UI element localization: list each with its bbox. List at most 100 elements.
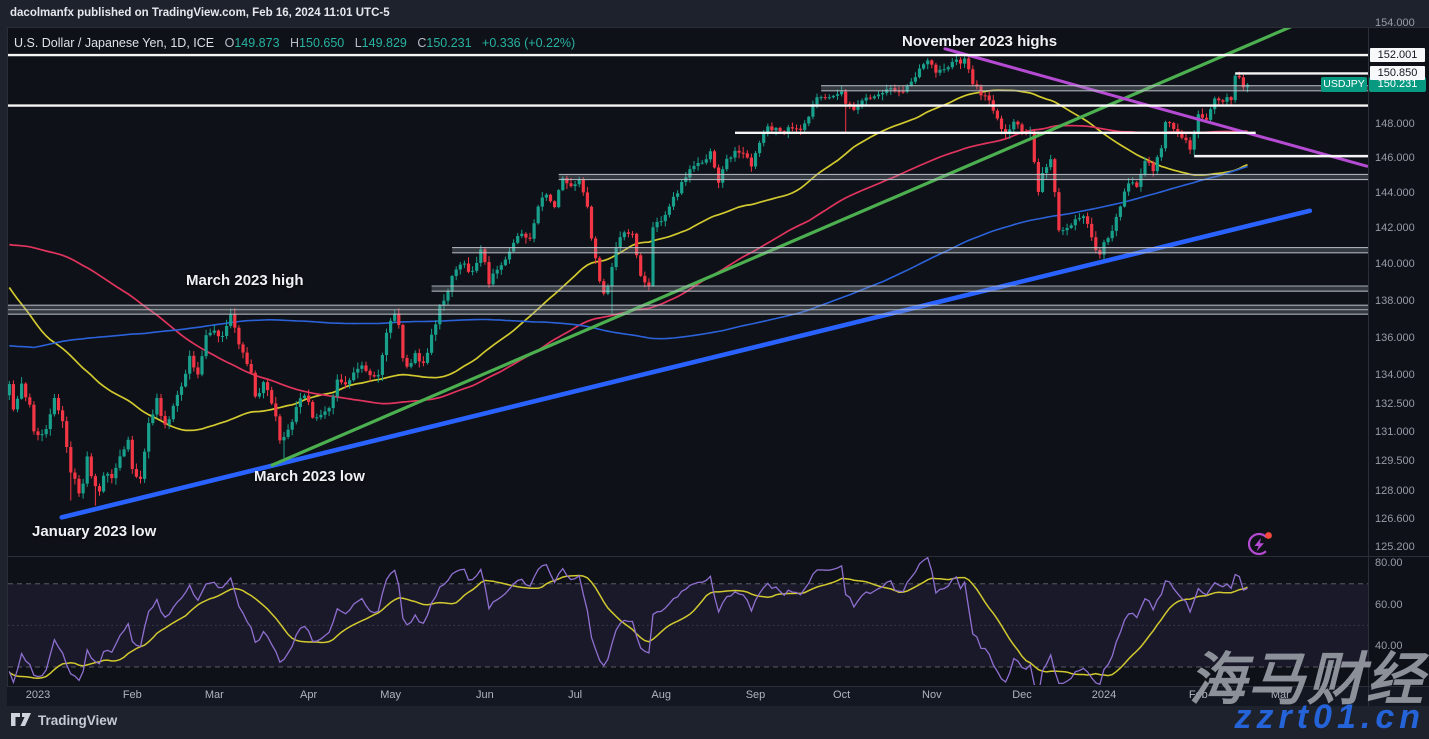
candle[interactable] [298,398,302,408]
candle[interactable] [1086,216,1090,224]
candle[interactable] [643,275,647,283]
candle[interactable] [1057,192,1061,231]
horizontal-level-137.45[interactable] [8,304,1368,315]
candle[interactable] [749,157,753,167]
candle[interactable] [630,233,635,235]
candle[interactable] [290,421,294,430]
candle[interactable] [44,429,48,435]
candle[interactable] [114,467,118,479]
candle[interactable] [1155,157,1159,172]
rsi-ma-line[interactable] [8,574,1248,679]
candle[interactable] [143,451,147,479]
candle[interactable] [380,355,384,375]
candle[interactable] [425,352,430,363]
candle[interactable] [507,251,512,260]
candle[interactable] [1069,225,1073,228]
candle[interactable] [413,353,417,364]
candle[interactable] [758,142,762,154]
candle[interactable] [1106,238,1110,243]
candle[interactable] [831,95,835,98]
candle[interactable] [733,150,737,158]
candle[interactable] [602,281,606,294]
candle[interactable] [745,153,749,158]
candle[interactable] [655,221,659,228]
candle[interactable] [274,403,278,417]
candle[interactable] [343,382,348,385]
candle[interactable] [384,332,389,356]
candle[interactable] [766,126,770,134]
candle[interactable] [1065,227,1069,231]
candle[interactable] [1209,109,1213,120]
candle[interactable] [471,270,475,272]
candle[interactable] [179,386,184,395]
candle[interactable] [319,414,323,418]
candle[interactable] [462,263,466,265]
candle[interactable] [138,476,143,479]
candle[interactable] [905,85,909,92]
candle[interactable] [233,314,237,328]
candle[interactable] [302,395,307,399]
candle[interactable] [184,373,188,387]
candle[interactable] [200,356,204,375]
candle[interactable] [278,416,282,441]
candle[interactable] [790,127,794,129]
candle[interactable] [458,264,462,270]
candle[interactable] [1200,114,1204,118]
candle[interactable] [315,417,319,419]
candle[interactable] [261,382,266,394]
candle[interactable] [913,77,917,82]
candle[interactable] [167,419,171,425]
candle[interactable] [827,97,831,99]
candle[interactable] [635,233,639,256]
symbol-legend[interactable]: U.S. Dollar / Japanese Yen, 1D, ICE O149… [14,36,575,50]
candle[interactable] [581,179,585,193]
candle[interactable] [77,478,81,494]
candle[interactable] [647,282,651,286]
candle[interactable] [1040,172,1045,192]
candle[interactable] [901,91,905,93]
candle[interactable] [835,94,840,96]
candle[interactable] [1143,160,1147,175]
candle[interactable] [126,439,130,450]
candle[interactable] [585,192,589,207]
candle[interactable] [667,206,671,215]
candle[interactable] [778,127,782,132]
candle[interactable] [544,194,548,198]
candle[interactable] [1192,133,1196,150]
candle[interactable] [364,365,368,371]
lightning-idea-icon[interactable] [1245,530,1277,565]
candle[interactable] [934,64,938,73]
candle[interactable] [438,305,442,325]
candle[interactable] [249,364,253,373]
candle[interactable] [610,267,614,287]
candle[interactable] [717,167,721,183]
candle[interactable] [680,181,684,194]
candle[interactable] [393,313,397,321]
candle[interactable] [102,475,106,492]
candle[interactable] [786,127,790,134]
candle[interactable] [1217,98,1221,101]
candle[interactable] [159,397,163,417]
candle[interactable] [712,151,717,168]
candle[interactable] [577,179,581,185]
candle[interactable] [794,128,799,130]
candle[interactable] [36,431,40,436]
candle[interactable] [860,100,864,106]
candle[interactable] [561,178,565,191]
candle[interactable] [257,393,261,397]
candle[interactable] [466,263,471,272]
candle[interactable] [520,233,524,236]
candle[interactable] [729,157,733,159]
chart-pane[interactable] [7,27,1429,706]
candle[interactable] [737,150,741,153]
candle[interactable] [28,397,32,405]
candle[interactable] [893,88,897,92]
candle[interactable] [704,159,708,163]
candle[interactable] [840,91,844,95]
candle[interactable] [253,372,257,397]
candle[interactable] [282,436,286,441]
candle[interactable] [106,473,110,476]
candle[interactable] [417,353,421,362]
candle[interactable] [868,97,872,99]
